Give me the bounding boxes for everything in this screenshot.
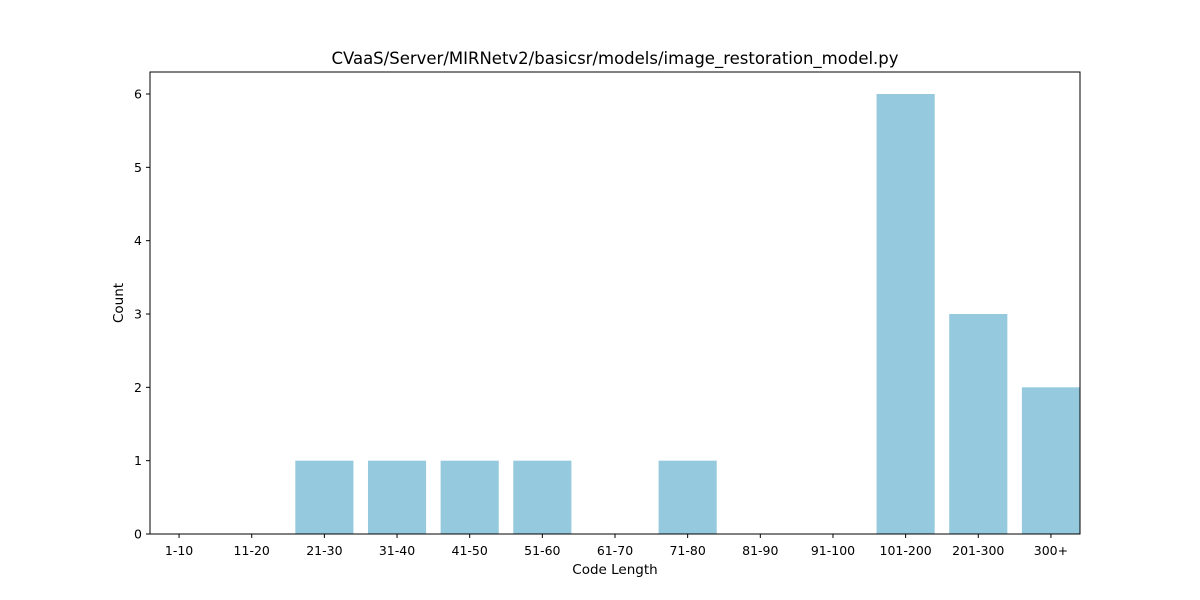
bars-group [295,94,1080,534]
x-tick-label: 51-60 [524,543,560,558]
x-tick-label: 1-10 [165,543,193,558]
y-axis: 0 1 2 3 4 5 6 [134,87,150,542]
y-tick-label: 2 [134,380,142,395]
x-axis-label: Code Length [572,562,657,578]
bar-21-30 [295,460,354,534]
y-tick-label: 1 [134,453,142,468]
bar-300+ [1021,387,1080,534]
chart-title: CVaaS/Server/MIRNetv2/basicsr/models/ima… [331,49,898,69]
y-tick-label: 0 [134,527,142,542]
x-tick-label: 101-200 [880,543,932,558]
x-tick-label: 201-300 [952,543,1004,558]
bar-101-200 [876,94,935,534]
x-tick-label: 21-30 [306,543,342,558]
y-tick-label: 3 [134,307,142,322]
x-tick-label: 300+ [1034,543,1068,558]
x-tick-label: 71-80 [669,543,705,558]
x-tick-label: 91-100 [811,543,855,558]
bar-71-80 [658,460,717,534]
x-tick-label: 41-50 [452,543,488,558]
y-axis-label: Count [111,283,127,323]
x-tick-label: 61-70 [597,543,633,558]
x-tick-label: 81-90 [742,543,778,558]
y-tick-label: 6 [134,87,142,102]
bar-201-300 [949,314,1008,534]
x-axis: 1-10 11-20 21-30 31-40 41-50 51-60 61-70 71-80 8… [165,534,1068,558]
x-tick-label: 11-20 [234,543,270,558]
x-tick-label: 31-40 [379,543,415,558]
bar-51-60 [513,460,572,534]
y-tick-label: 5 [134,160,142,175]
bar-41-50 [440,460,499,534]
y-tick-label: 4 [134,233,142,248]
plot-frame [149,71,1081,535]
bar-31-40 [367,460,427,534]
